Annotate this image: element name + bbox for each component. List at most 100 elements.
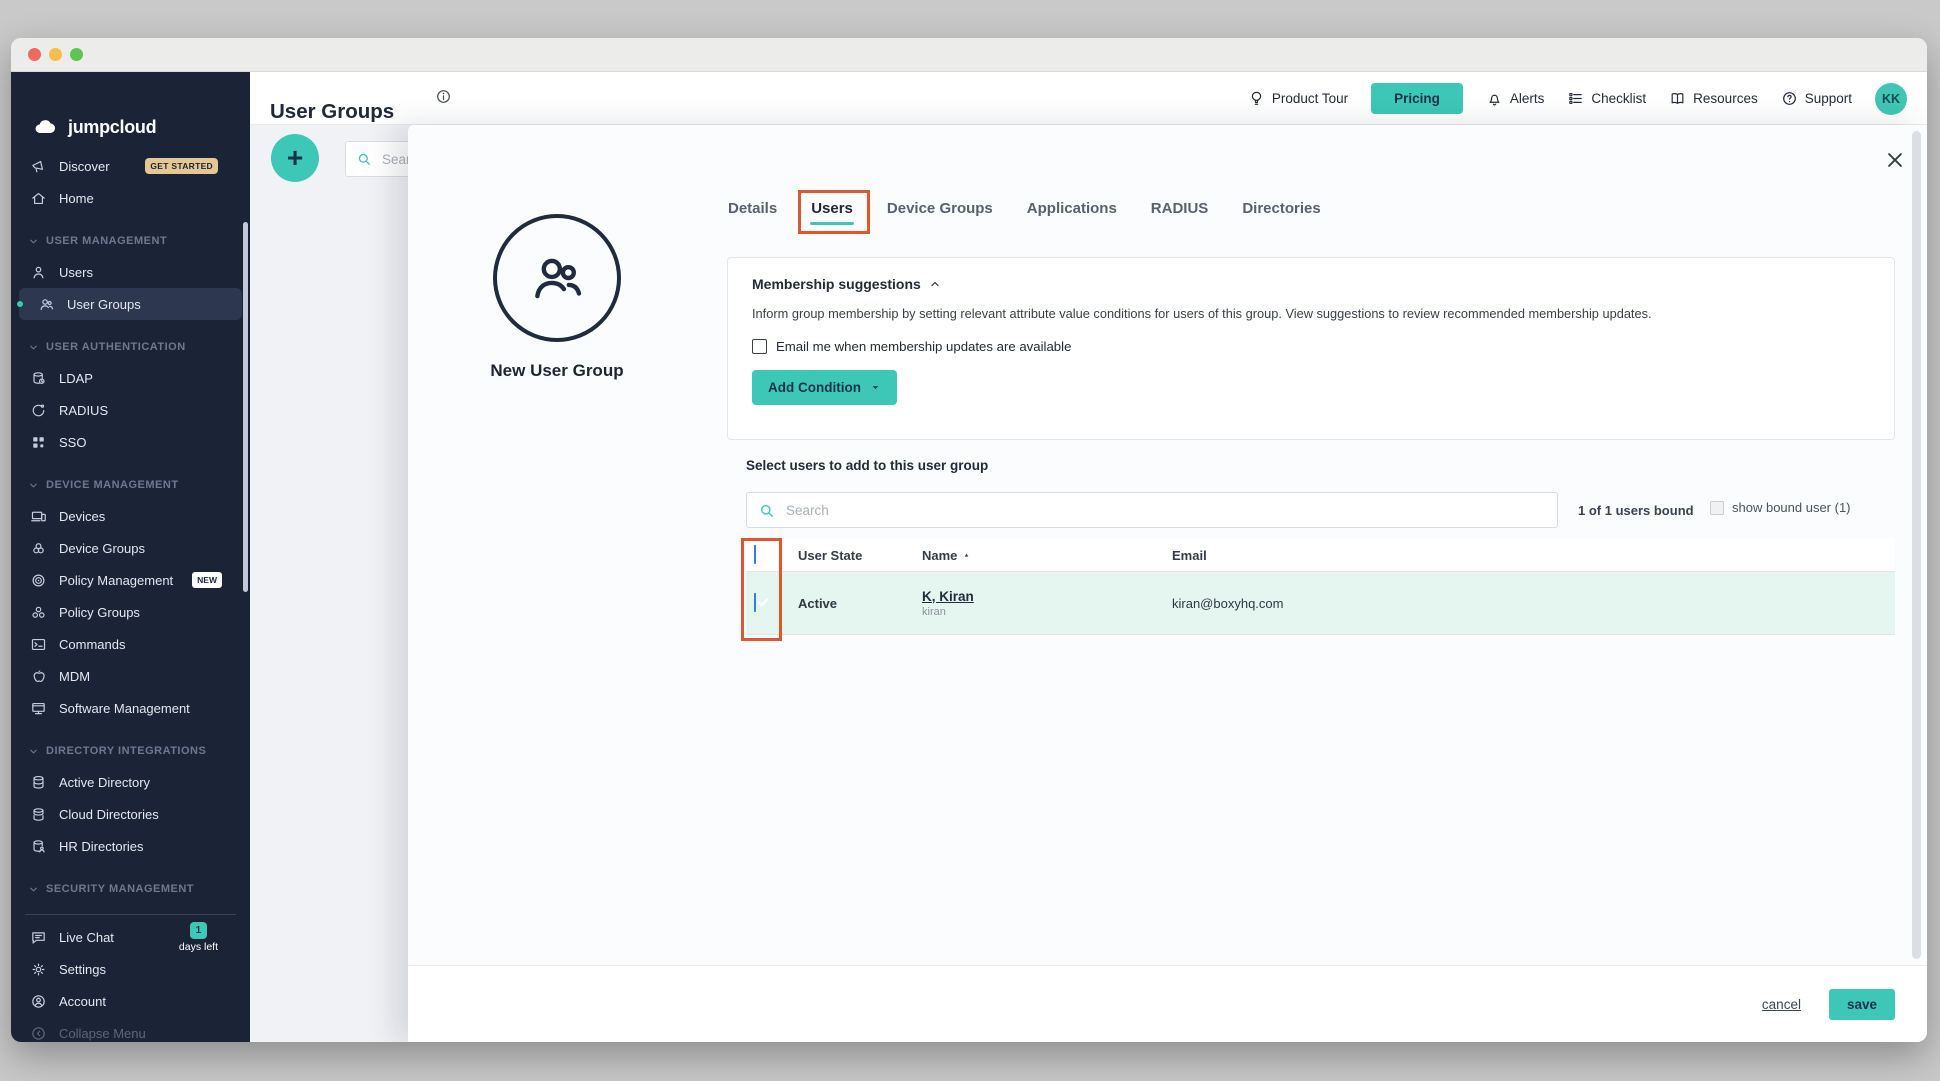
jumpcloud-logo: jumpcloud (30, 116, 250, 138)
circles-icon (30, 604, 47, 621)
chat-icon (30, 929, 47, 946)
checklist-button[interactable]: Checklist (1567, 90, 1646, 107)
sidebar-section-security-management[interactable]: SECURITY MANAGEMENT (11, 874, 250, 904)
user-search-input[interactable] (784, 501, 1546, 519)
chevron-down-icon (28, 236, 39, 247)
pricing-button[interactable]: Pricing (1371, 83, 1463, 114)
alerts-label: Alerts (1509, 91, 1545, 106)
section-label: USER MANAGEMENT (46, 235, 168, 247)
caret-down-icon (870, 382, 881, 393)
email-updates-checkbox[interactable] (752, 339, 767, 354)
sidebar-item-active-directory[interactable]: Active Directory (11, 766, 250, 798)
sidebar-item-radius[interactable]: RADIUS (11, 394, 250, 426)
checklist-label: Checklist (1591, 91, 1647, 106)
close-window-button[interactable] (28, 48, 41, 61)
apple-icon (30, 668, 47, 685)
sidebar-item-home[interactable]: Home (11, 182, 250, 214)
column-name[interactable]: Name (922, 547, 958, 563)
group-name: New User Group (490, 361, 624, 380)
resources-button[interactable]: Resources (1669, 90, 1758, 107)
sidebar-item-live-chat[interactable]: Live Chat 1 days left (11, 921, 250, 953)
tab-radius[interactable]: RADIUS (1150, 200, 1209, 217)
section-label: DEVICE MANAGEMENT (46, 479, 179, 491)
book-icon (1669, 90, 1686, 107)
sidebar-item-collapse-menu[interactable]: Collapse Menu (11, 1017, 250, 1042)
drawer-footer: cancel save (408, 965, 1927, 1042)
sidebar-item-label: Home (59, 190, 94, 206)
add-condition-button[interactable]: Add Condition (752, 370, 897, 405)
sidebar-item-policy-management[interactable]: Policy Management NEW (11, 564, 250, 596)
sidebar: jumpcloud Discover GET STARTED Home USER… (11, 72, 250, 1042)
column-email[interactable]: Email (1172, 547, 1207, 563)
tab-users[interactable]: Users (809, 194, 855, 231)
sidebar-scrollbar[interactable] (243, 222, 248, 592)
sidebar-item-label: HR Directories (59, 838, 144, 854)
user-search (746, 492, 1558, 528)
sidebar-section-user-management[interactable]: USER MANAGEMENT (11, 226, 250, 256)
sidebar-item-commands[interactable]: Commands (11, 628, 250, 660)
sidebar-item-sso[interactable]: SSO (11, 426, 250, 458)
chevron-down-icon (28, 480, 39, 491)
zoom-window-button[interactable] (70, 48, 83, 61)
minimize-window-button[interactable] (49, 48, 62, 61)
sidebar-item-policy-groups[interactable]: Policy Groups (11, 596, 250, 628)
section-label: USER AUTHENTICATION (46, 341, 186, 353)
sidebar-item-user-groups[interactable]: User Groups (17, 288, 242, 320)
sidebar-item-ldap[interactable]: LDAP (11, 362, 250, 394)
user-username: kiran (922, 605, 946, 618)
sidebar-section-user-authentication[interactable]: USER AUTHENTICATION (11, 332, 250, 362)
drawer-tabs: Details Users Device Groups Applications… (726, 194, 1323, 231)
sidebar-item-account[interactable]: Account (11, 985, 250, 1017)
sidebar-item-discover[interactable]: Discover GET STARTED (11, 150, 250, 182)
show-bound-option[interactable]: show bound user (1) (1710, 500, 1851, 515)
close-icon[interactable] (1884, 149, 1906, 171)
info-icon[interactable] (435, 88, 452, 105)
tab-device-groups[interactable]: Device Groups (886, 200, 993, 217)
add-user-group-button[interactable]: + (271, 134, 319, 182)
sso-grid-icon (30, 434, 47, 451)
tab-directories[interactable]: Directories (1242, 200, 1321, 217)
column-user-state[interactable]: User State (798, 547, 863, 563)
sidebar-item-hr-directories[interactable]: HR Directories (11, 830, 250, 862)
tab-details[interactable]: Details (728, 200, 778, 217)
drawer-scrollbar[interactable] (1912, 131, 1921, 959)
show-bound-checkbox[interactable] (1710, 500, 1724, 515)
save-button[interactable]: save (1828, 988, 1895, 1020)
active-dot (17, 301, 23, 307)
sidebar-item-label: Software Management (59, 700, 190, 716)
venn-icon (30, 540, 47, 557)
row-checkbox[interactable] (754, 593, 756, 612)
membership-suggestions-title: Membership suggestions (752, 276, 921, 292)
table-row[interactable]: Active K, Kiran kiran kiran@boxyhq.com (746, 572, 1895, 635)
user-group-icon (38, 296, 55, 313)
sidebar-item-label: Policy Management (59, 572, 174, 588)
resources-label: Resources (1693, 91, 1758, 106)
sidebar-item-label: User Groups (67, 296, 141, 312)
support-button[interactable]: Support (1781, 90, 1852, 107)
sort-asc-icon[interactable] (962, 551, 971, 560)
add-condition-label: Add Condition (768, 380, 861, 395)
user-name-link[interactable]: K, Kiran (922, 588, 974, 604)
sidebar-section-directory-integrations[interactable]: DIRECTORY INTEGRATIONS (11, 736, 250, 766)
select-all-checkbox[interactable] (754, 545, 756, 564)
devices-icon (30, 508, 47, 525)
tab-applications[interactable]: Applications (1026, 200, 1117, 217)
sidebar-item-users[interactable]: Users (11, 256, 250, 288)
avatar[interactable]: KK (1875, 82, 1907, 115)
sidebar-item-software-management[interactable]: Software Management (11, 692, 250, 724)
cancel-button[interactable]: cancel (1761, 996, 1801, 1012)
sidebar-section-device-management[interactable]: DEVICE MANAGEMENT (11, 470, 250, 500)
product-tour-button[interactable]: Product Tour (1248, 90, 1348, 107)
user-group-avatar (493, 214, 621, 342)
sidebar-item-mdm[interactable]: MDM (11, 660, 250, 692)
membership-suggestions-toggle[interactable]: Membership suggestions (752, 276, 1870, 292)
page-header: User Groups Product Tour Pricing Alerts … (250, 72, 1927, 125)
sidebar-item-devices[interactable]: Devices (11, 500, 250, 532)
email-updates-option[interactable]: Email me when membership updates are ava… (752, 339, 1870, 354)
alerts-button[interactable]: Alerts (1486, 90, 1545, 107)
sidebar-item-cloud-directories[interactable]: Cloud Directories (11, 798, 250, 830)
gear-icon (30, 961, 47, 978)
collapse-icon (30, 1025, 47, 1042)
sidebar-item-device-groups[interactable]: Device Groups (11, 532, 250, 564)
sidebar-item-settings[interactable]: Settings (11, 953, 250, 985)
